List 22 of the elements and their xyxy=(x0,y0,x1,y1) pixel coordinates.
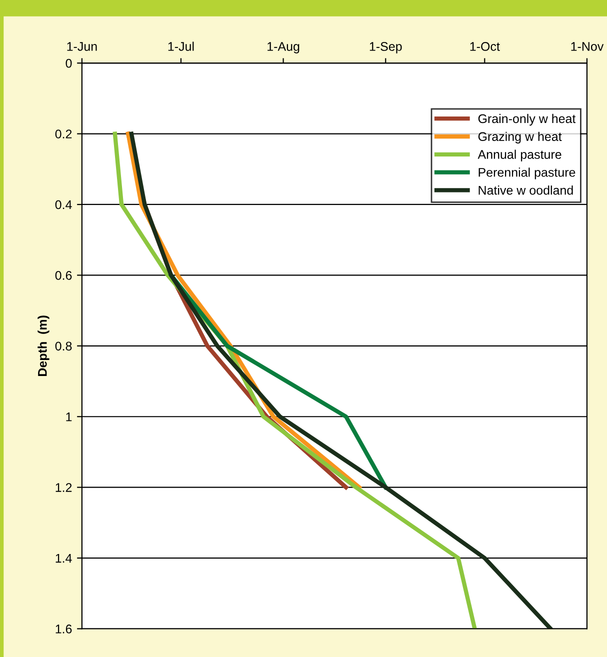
x-tick-label: 1-Oct xyxy=(470,42,500,51)
y-tick-label: 0.8 xyxy=(55,342,72,351)
y-tick-label: 0.2 xyxy=(55,130,72,138)
y-axis-title: Depth (m) xyxy=(38,316,50,376)
y-tick-label: 0 xyxy=(66,58,72,68)
y-tick-label: 1 xyxy=(66,412,72,422)
legend-label: Native w oodland xyxy=(478,186,573,195)
x-tick-label: 1-Aug xyxy=(268,42,300,54)
x-tick-label: 1-Sep xyxy=(370,42,402,54)
line-series xyxy=(168,273,388,490)
x-tick-label: 1-Jun xyxy=(67,42,97,51)
x-tick-label: 1-Jul xyxy=(168,42,194,51)
y-tick-label: 0.6 xyxy=(55,271,72,280)
y-tick-label: 1.6 xyxy=(56,624,72,634)
legend-label: Perennial pasture xyxy=(478,168,576,180)
y-tick-label: 1.2 xyxy=(56,483,72,492)
y-tick-label: 0.4 xyxy=(55,200,72,210)
legend-label: Grain-only w heat xyxy=(478,114,576,126)
x-tick-label: 1-Nov xyxy=(571,42,604,51)
legend-label: Annual pasture xyxy=(478,150,562,162)
y-tick-label: 1.4 xyxy=(56,554,72,563)
legend-label: Grazing w heat xyxy=(478,132,562,144)
